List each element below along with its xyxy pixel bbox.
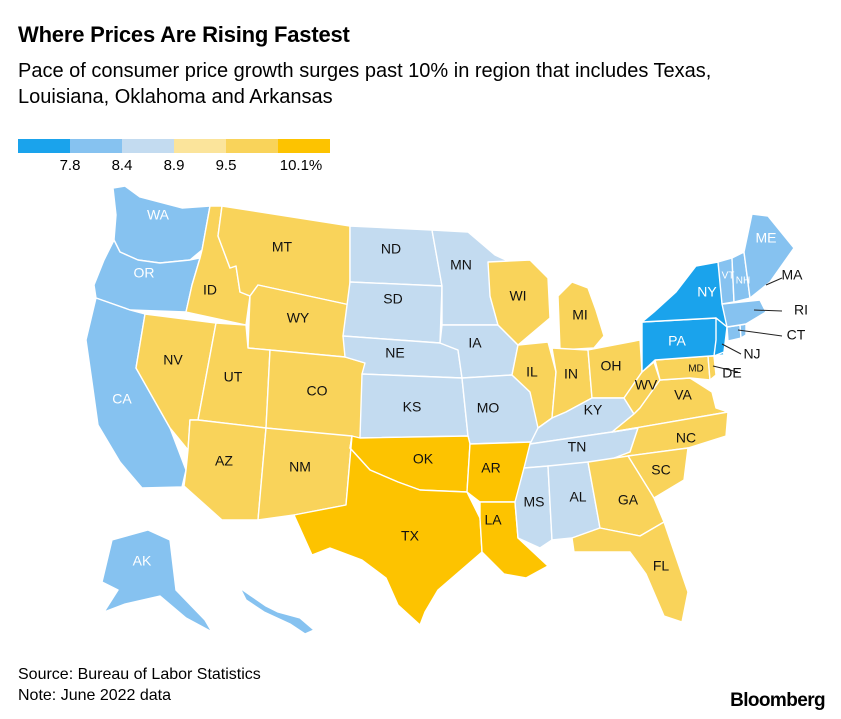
state-wi bbox=[487, 259, 551, 346]
state-label-ks: KS bbox=[403, 399, 422, 415]
chart-title: Where Prices Are Rising Fastest bbox=[18, 22, 350, 47]
state-label-ar: AR bbox=[481, 460, 500, 476]
state-label-or: OR bbox=[134, 265, 155, 281]
state-hi bbox=[239, 587, 315, 635]
note-text: Note: June 2022 data bbox=[18, 687, 172, 704]
legend-tick-3: 8.9 bbox=[163, 157, 185, 174]
state-label-mn: MN bbox=[450, 257, 472, 273]
state-label-nh: NH bbox=[736, 276, 750, 287]
state-label-de: DE bbox=[722, 365, 741, 381]
state-label-ri: RI bbox=[794, 302, 808, 318]
ma-callout-line bbox=[765, 277, 783, 286]
state-label-vt: VT bbox=[722, 271, 735, 282]
state-label-ia: IA bbox=[468, 335, 482, 351]
chart-subtitle: Pace of consumer price growth surges pas… bbox=[18, 60, 712, 108]
state-label-az: AZ bbox=[215, 453, 233, 469]
legend-tick-4: 9.5 bbox=[215, 157, 237, 174]
state-label-il: IL bbox=[526, 364, 538, 380]
state-label-wy: WY bbox=[287, 310, 310, 326]
legend-tick-1: 7.8 bbox=[59, 157, 81, 174]
state-label-sc: SC bbox=[651, 462, 670, 478]
state-label-ma: MA bbox=[782, 267, 804, 283]
state-label-nd: ND bbox=[381, 241, 401, 257]
bloomberg-logo: Bloomberg bbox=[730, 690, 825, 711]
state-label-ny: NY bbox=[697, 284, 717, 300]
state-label-va: VA bbox=[674, 387, 692, 403]
color-legend: 7.8 8.4 8.9 9.5 10.1% bbox=[18, 139, 333, 179]
source-note: Source: Bureau of Labor Statistics Note:… bbox=[18, 664, 261, 706]
nj-callout-line bbox=[721, 343, 742, 355]
state-tx bbox=[293, 435, 483, 626]
state-label-ms: MS bbox=[524, 494, 545, 510]
legend-swatch-4 bbox=[174, 139, 226, 153]
state-az bbox=[183, 419, 267, 521]
de-callout-line bbox=[712, 365, 739, 373]
state-label-la: LA bbox=[484, 512, 502, 528]
state-nj bbox=[713, 317, 728, 357]
state-label-wi: WI bbox=[509, 288, 526, 304]
legend-tick-2: 8.4 bbox=[111, 157, 133, 174]
state-label-me: ME bbox=[756, 230, 777, 246]
state-label-id: ID bbox=[203, 282, 217, 298]
state-label-sd: SD bbox=[383, 291, 402, 307]
state-label-tx: TX bbox=[401, 528, 420, 544]
state-wa bbox=[112, 185, 211, 264]
state-label-nj: NJ bbox=[743, 346, 760, 362]
state-label-tn: TN bbox=[568, 439, 587, 455]
state-label-nv: NV bbox=[163, 352, 183, 368]
state-label-ne: NE bbox=[385, 345, 404, 361]
state-label-ct: CT bbox=[787, 327, 806, 343]
state-label-nm: NM bbox=[289, 459, 311, 475]
state-fl bbox=[571, 521, 689, 623]
state-label-mt: MT bbox=[272, 239, 293, 255]
state-label-md: MD bbox=[688, 364, 704, 375]
state-label-oh: OH bbox=[601, 358, 622, 374]
state-ma bbox=[721, 299, 767, 328]
legend-swatch-2 bbox=[70, 139, 122, 153]
ri-callout-line bbox=[753, 309, 783, 312]
ct-callout-line bbox=[737, 329, 783, 337]
state-label-pa: PA bbox=[668, 333, 686, 349]
state-label-al: AL bbox=[569, 489, 586, 505]
state-label-mi: MI bbox=[572, 307, 588, 323]
legend-swatch-1 bbox=[18, 139, 70, 153]
state-label-in: IN bbox=[564, 366, 578, 382]
state-label-mo: MO bbox=[477, 400, 500, 416]
state-de bbox=[707, 355, 717, 381]
state-label-ca: CA bbox=[112, 391, 132, 407]
state-label-ak: AK bbox=[133, 553, 152, 569]
state-label-co: CO bbox=[307, 383, 328, 399]
legend-tick-5: 10.1% bbox=[279, 157, 323, 174]
state-me bbox=[743, 213, 795, 299]
state-label-ut: UT bbox=[224, 369, 243, 385]
state-ct bbox=[726, 324, 742, 342]
legend-swatch-3 bbox=[122, 139, 174, 153]
state-label-nc: NC bbox=[676, 430, 696, 446]
state-label-ky: KY bbox=[584, 402, 603, 418]
legend-swatch-6 bbox=[278, 139, 330, 153]
state-label-ga: GA bbox=[618, 492, 639, 508]
source-text: Source: Bureau of Labor Statistics bbox=[18, 666, 261, 683]
state-label-wv: WV bbox=[635, 377, 658, 393]
state-label-ok: OK bbox=[413, 451, 434, 467]
state-label-wa: WA bbox=[147, 207, 170, 223]
state-label-fl: FL bbox=[653, 558, 670, 574]
state-ak bbox=[101, 529, 213, 633]
legend-swatch-5 bbox=[226, 139, 278, 153]
